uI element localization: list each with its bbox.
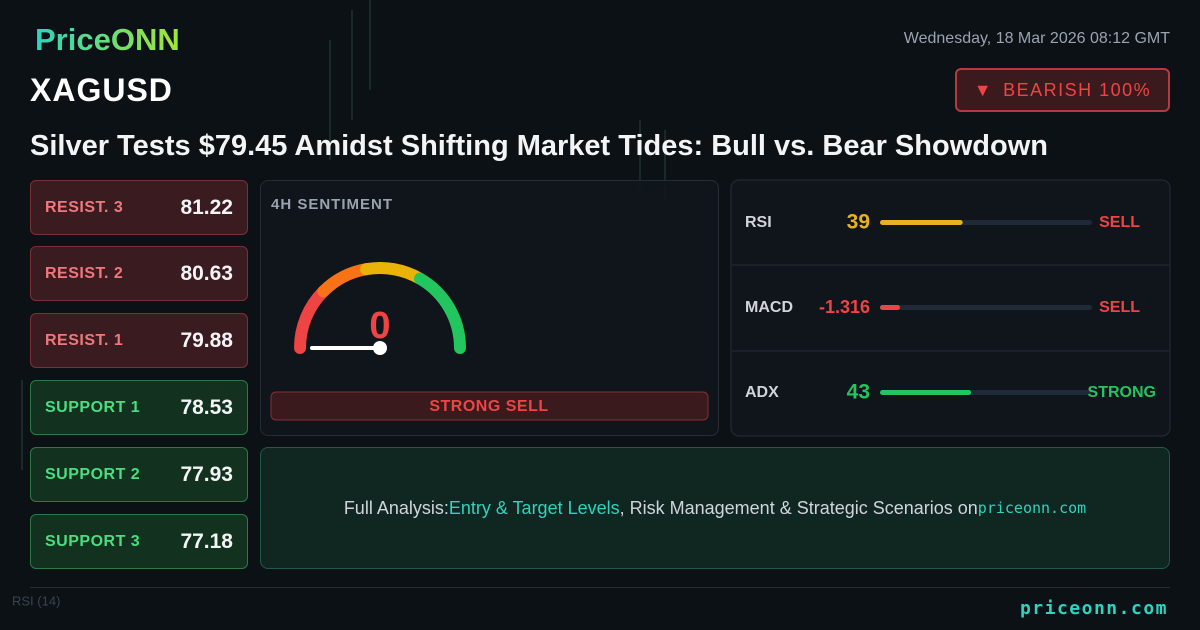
- indicator-name: RSI: [745, 214, 772, 231]
- cta-prefix: Full Analysis:: [343, 497, 449, 518]
- symbol: XAGUSD: [30, 72, 173, 108]
- level-box: SUPPORT 3 77.18: [30, 514, 248, 569]
- footer-rule: [30, 587, 1170, 588]
- indicator-status: STRONG: [1088, 384, 1156, 401]
- level-value: 78.53: [180, 395, 233, 419]
- date: Wednesday, 18 Mar 2026 08:12 GMT: [903, 30, 1170, 47]
- cta-panel: Full Analysis: Entry & Target Levels, Ri…: [260, 447, 1170, 569]
- background-label: RSI (14): [12, 593, 60, 608]
- signal: BEARISH 100%: [1003, 79, 1152, 100]
- gauge-arc: [293, 261, 466, 354]
- indicator-bar: [880, 390, 972, 395]
- cta-highlight: Entry & Target Levels: [448, 497, 620, 518]
- indicator-status: SELL: [1099, 214, 1140, 231]
- gauge-hub: [373, 341, 387, 355]
- level-label: SUPPORT 2: [45, 465, 141, 483]
- headline: Silver Tests $79.45 Amidst Shifting Mark…: [30, 130, 1048, 162]
- indicator-name: MACD: [745, 299, 793, 316]
- indicator-track: [880, 305, 1092, 310]
- level-label: RESIST. 2: [45, 264, 124, 282]
- sentiment-label: 4H SENTIMENT: [271, 196, 393, 213]
- level-label: SUPPORT 3: [45, 532, 141, 550]
- level-value: 80.63: [180, 261, 233, 285]
- level-value: 79.88: [180, 328, 233, 352]
- level-box: RESIST. 2 80.63: [30, 246, 248, 301]
- signal-badge: ▼ BEARISH 100%: [955, 68, 1170, 112]
- indicator-status: SELL: [1099, 299, 1140, 316]
- level-box: SUPPORT 2 77.93: [30, 447, 248, 502]
- verdict: STRONG SELL: [429, 398, 548, 415]
- footer-site[interactable]: priceonn.com: [1019, 598, 1168, 619]
- level-label: SUPPORT 1: [45, 398, 141, 416]
- level-value: 77.93: [180, 462, 233, 486]
- level-label: RESIST. 3: [45, 198, 124, 216]
- level-box: RESIST. 3 81.22: [30, 180, 248, 235]
- level-value: 77.18: [180, 529, 233, 553]
- level-box: SUPPORT 1 78.53: [30, 380, 248, 435]
- cta-middle: , Risk Management & Strategic Scenarios …: [619, 497, 978, 518]
- indicator-value: -1.316: [819, 297, 870, 317]
- indicator-name: ADX: [745, 384, 779, 401]
- verdict-box: [270, 391, 709, 421]
- indicator-value: 43: [847, 381, 870, 404]
- level-box: RESIST. 1 79.88: [30, 313, 248, 368]
- gauge-value: 0: [369, 305, 390, 347]
- indicator-bar: [880, 220, 963, 225]
- level-value: 81.22: [180, 195, 233, 219]
- level-label: RESIST. 1: [45, 331, 124, 349]
- cta-site[interactable]: priceonn.com: [977, 499, 1087, 517]
- indicator-stub: [880, 305, 900, 310]
- logo: PriceONN: [35, 22, 180, 57]
- indicator-value: 39: [847, 211, 870, 234]
